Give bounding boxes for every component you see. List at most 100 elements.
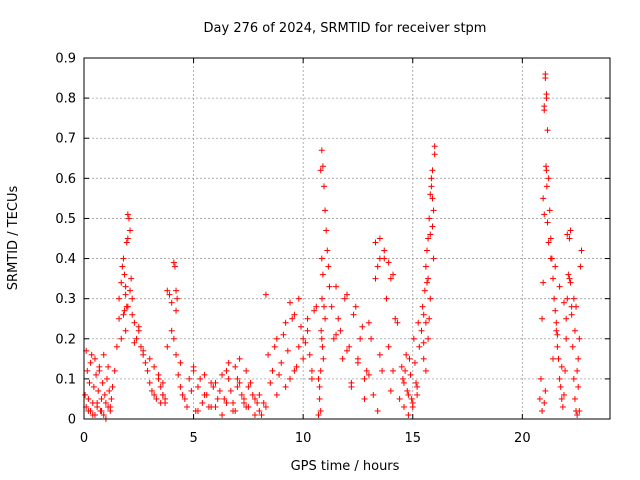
data-point xyxy=(128,275,135,282)
data-point xyxy=(287,375,294,382)
data-point xyxy=(157,399,164,406)
y-tick-label: 0.9 xyxy=(55,52,76,67)
data-point xyxy=(170,335,177,342)
data-point xyxy=(173,351,180,358)
data-point xyxy=(106,387,113,394)
data-point xyxy=(565,271,572,278)
data-point xyxy=(122,291,129,298)
data-point xyxy=(276,371,283,378)
data-point xyxy=(297,323,304,330)
data-point xyxy=(569,343,576,350)
data-point xyxy=(316,395,323,402)
data-point xyxy=(563,315,570,322)
data-point xyxy=(394,319,401,326)
data-point xyxy=(197,375,204,382)
data-point xyxy=(429,223,436,230)
data-point xyxy=(372,239,379,246)
data-point xyxy=(291,367,298,374)
data-point xyxy=(223,367,230,374)
data-point xyxy=(339,355,346,362)
data-point xyxy=(421,287,428,294)
data-point xyxy=(256,407,263,414)
data-point xyxy=(344,291,350,298)
data-point xyxy=(430,255,437,262)
data-point xyxy=(95,387,102,394)
data-point xyxy=(122,283,129,290)
data-point xyxy=(551,295,558,302)
data-point xyxy=(162,395,169,402)
data-point xyxy=(363,367,370,374)
data-point xyxy=(427,295,434,302)
data-point xyxy=(306,351,313,358)
data-point xyxy=(88,351,95,358)
data-point xyxy=(376,235,383,242)
data-point xyxy=(93,371,100,378)
data-point xyxy=(396,395,403,402)
data-point xyxy=(282,383,289,390)
data-point xyxy=(354,355,361,362)
data-point xyxy=(319,271,326,278)
data-point xyxy=(539,315,546,322)
y-tick-label: 0.4 xyxy=(55,252,76,267)
data-point xyxy=(177,383,184,390)
data-point xyxy=(558,395,565,402)
data-point xyxy=(423,279,430,286)
data-point xyxy=(426,315,433,322)
data-point xyxy=(287,299,294,306)
data-point xyxy=(414,391,421,398)
data-point xyxy=(194,407,201,414)
data-point xyxy=(304,327,311,334)
data-point xyxy=(140,347,147,354)
data-point xyxy=(159,391,166,398)
data-point xyxy=(425,275,432,282)
data-point xyxy=(199,399,206,406)
data-point xyxy=(137,343,144,350)
data-point xyxy=(273,391,280,398)
data-point xyxy=(227,387,234,394)
data-point xyxy=(537,375,544,382)
data-point xyxy=(400,379,407,386)
data-point xyxy=(168,299,175,306)
data-point xyxy=(98,407,105,414)
data-point xyxy=(368,335,375,342)
data-point xyxy=(159,379,166,386)
data-point xyxy=(328,303,335,310)
data-point xyxy=(223,399,230,406)
data-point xyxy=(370,391,377,398)
data-point xyxy=(410,335,417,342)
data-point xyxy=(238,391,245,398)
data-point xyxy=(164,287,171,294)
data-point xyxy=(546,207,553,214)
data-point xyxy=(317,407,324,414)
data-point xyxy=(425,235,432,242)
x-tick-label: 20 xyxy=(514,431,531,446)
data-point xyxy=(361,375,368,382)
data-point xyxy=(350,311,357,318)
data-point xyxy=(100,411,107,418)
data-point xyxy=(190,363,197,370)
data-point xyxy=(90,383,97,390)
data-point xyxy=(577,263,584,270)
data-point xyxy=(84,367,91,374)
data-point xyxy=(173,307,180,314)
data-point xyxy=(133,335,140,342)
data-point xyxy=(87,359,94,366)
y-tick-label: 0.1 xyxy=(55,372,76,387)
data-point xyxy=(544,127,551,134)
data-point xyxy=(121,271,128,278)
data-point xyxy=(568,311,575,318)
data-point xyxy=(82,391,89,398)
data-point xyxy=(429,195,436,202)
data-point xyxy=(374,263,381,270)
data-point xyxy=(308,375,315,382)
data-point xyxy=(574,367,581,374)
data-point xyxy=(560,299,567,306)
data-point xyxy=(544,219,551,226)
data-point xyxy=(109,383,116,390)
data-point xyxy=(116,315,123,322)
data-point xyxy=(539,407,546,414)
data-point xyxy=(232,363,239,370)
data-point xyxy=(94,399,101,406)
data-point xyxy=(346,343,353,350)
